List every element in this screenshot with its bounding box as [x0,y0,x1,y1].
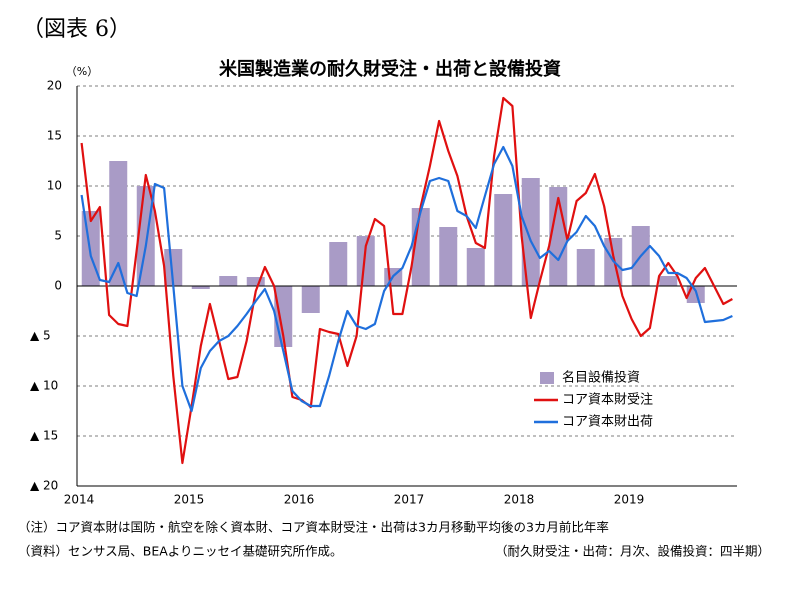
bar [109,161,128,286]
y-tick-label: ▲ 15 [30,429,58,443]
bar [246,277,265,286]
x-tick-label: 2017 [394,493,425,507]
bar [301,286,320,313]
bar [219,276,238,286]
legend-swatch [540,372,554,384]
y-tick-label: ▲ 20 [30,479,58,493]
bar [329,242,348,286]
figure-number: （図表 6） [22,17,131,42]
line [80,145,733,413]
frequency-note: （耐久財受注・出荷：月次、設備投資：四半期） [495,544,770,559]
x-tick-label: 2018 [504,493,535,507]
y-tick-label: 15 [47,129,62,143]
x-tick-label: 2014 [64,493,95,507]
chart-title: 米国製造業の耐久財受注・出荷と設備投資 [219,58,561,80]
bar [191,286,210,289]
y-tick-label: 0 [54,279,62,293]
y-tick-label: 20 [47,79,62,93]
legend-label: コア資本財受注 [562,393,653,408]
bar [659,276,678,286]
y-tick-label: 10 [47,179,62,193]
note: （注）コア資本財は国防・航空を除く資本財、コア資本財受注・出荷は3カ月移動平均後… [18,520,609,535]
bar [494,194,513,286]
bar [356,236,375,286]
bar [549,187,568,286]
bar [521,178,540,286]
line [80,96,733,465]
bar [439,227,458,286]
bar [466,248,485,286]
y-tick-label: 5 [54,229,62,243]
bar [164,249,183,286]
legend-label: コア資本財出荷 [562,415,653,430]
y-unit: （%） [66,65,98,78]
x-tick-label: 2016 [284,493,315,507]
x-tick-label: 2015 [174,493,205,507]
source: （資料）センサス局、BEAよりニッセイ基礎研究所作成。 [18,544,343,559]
x-tick-label: 2019 [614,493,645,507]
y-tick-label: ▲ 5 [30,329,51,343]
y-tick-label: ▲ 10 [30,379,58,393]
legend-label: 名目設備投資 [562,370,640,386]
bar [576,249,595,286]
